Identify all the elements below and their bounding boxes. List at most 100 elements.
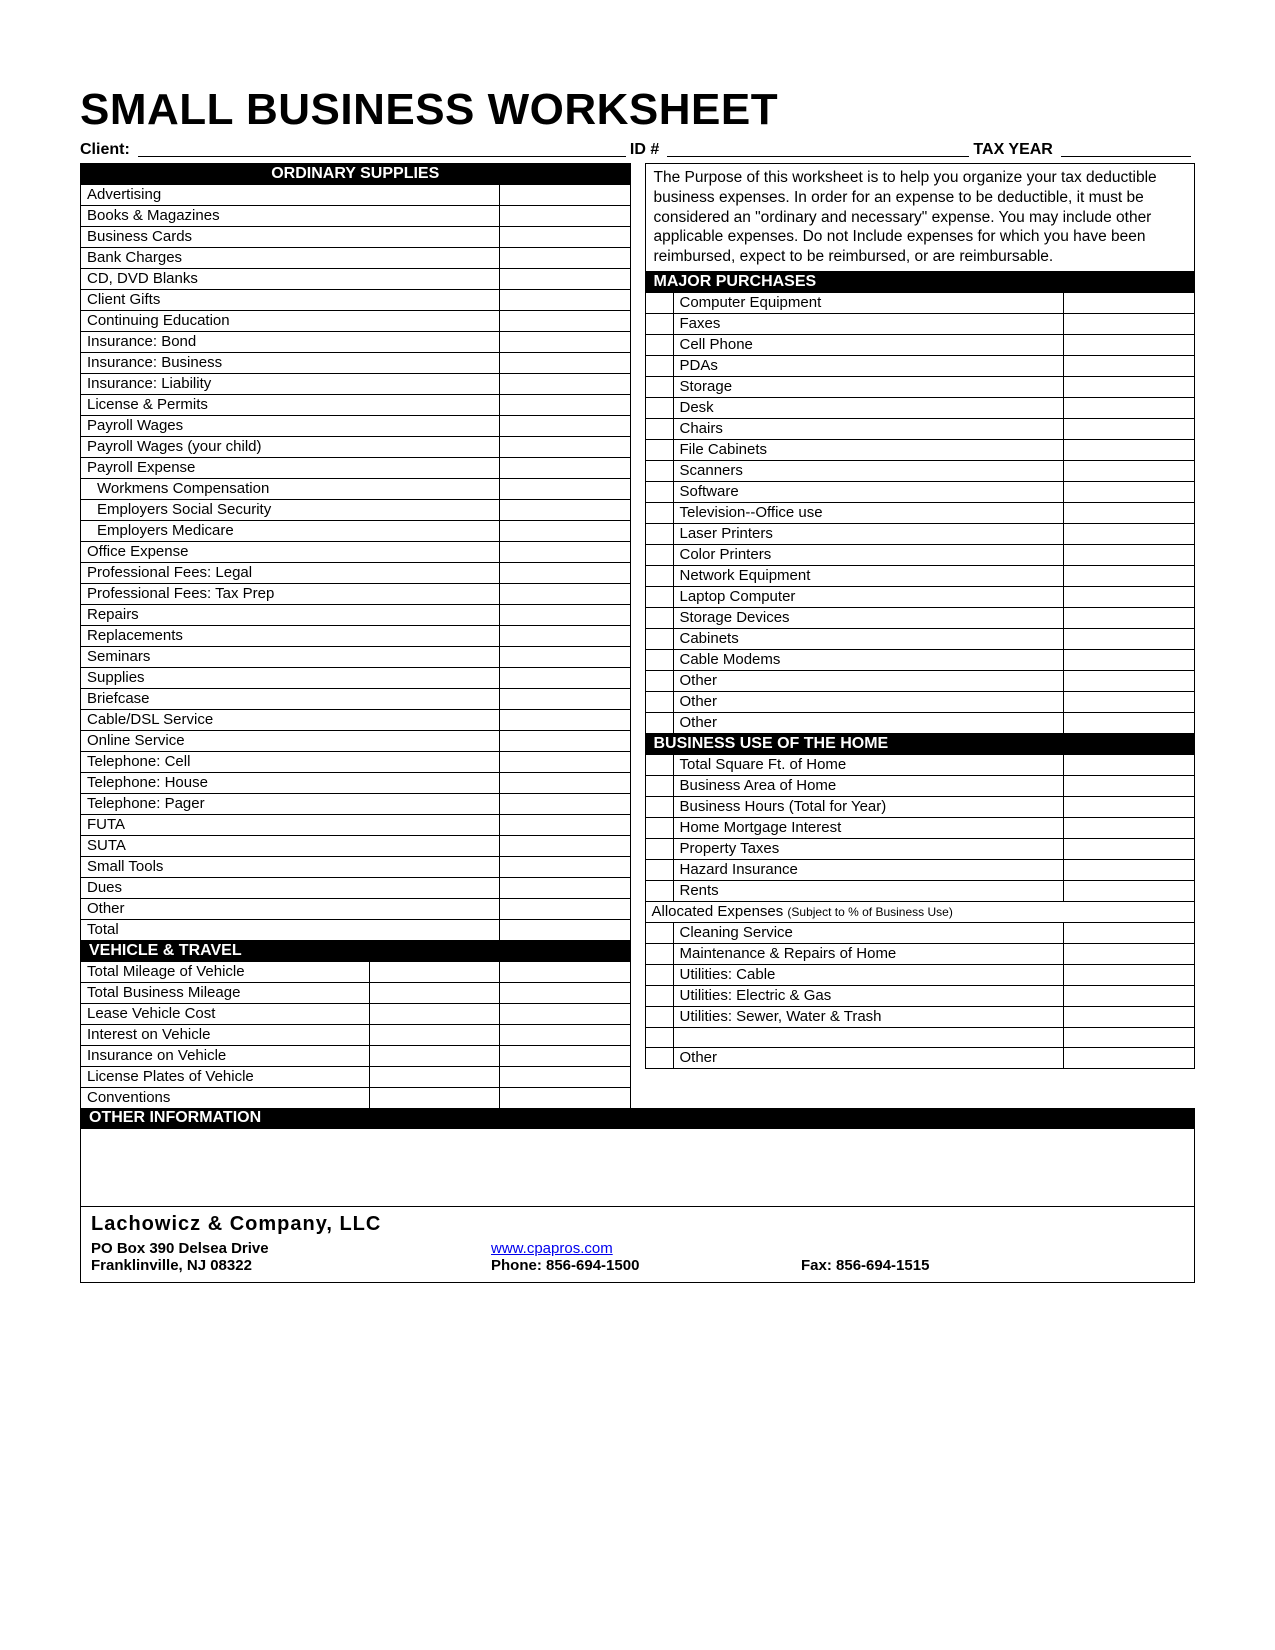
row-value-cell[interactable] bbox=[1064, 356, 1194, 376]
row-value-cell[interactable] bbox=[1064, 818, 1194, 838]
row-gutter bbox=[646, 965, 674, 985]
row-value-cell[interactable] bbox=[1064, 776, 1194, 796]
row-value-cell[interactable] bbox=[500, 668, 630, 688]
row-value-cell[interactable] bbox=[500, 920, 630, 940]
row-value-cell[interactable] bbox=[500, 962, 630, 982]
row-value-cell[interactable] bbox=[1064, 860, 1194, 880]
row-value-cell[interactable] bbox=[500, 815, 630, 835]
row-value-cell[interactable] bbox=[1064, 293, 1194, 313]
row-value-cell[interactable] bbox=[500, 878, 630, 898]
row-label bbox=[674, 1028, 1065, 1047]
row-value-cell[interactable] bbox=[500, 899, 630, 919]
row-value-cell[interactable] bbox=[500, 437, 630, 457]
business-home-header: BUSINESS USE OF THE HOME bbox=[646, 733, 1195, 754]
row-value-cell[interactable] bbox=[500, 605, 630, 625]
row-value-cell[interactable] bbox=[500, 1025, 630, 1045]
row-value-cell[interactable] bbox=[500, 206, 630, 226]
row-value-cell[interactable] bbox=[1064, 944, 1194, 964]
row-value-cell[interactable] bbox=[500, 689, 630, 709]
table-row: Utilities: Sewer, Water & Trash bbox=[646, 1006, 1195, 1027]
row-value-cell[interactable] bbox=[1064, 461, 1194, 481]
row-value-cell[interactable] bbox=[500, 227, 630, 247]
tax-year-input-line[interactable] bbox=[1061, 141, 1191, 157]
row-value-cell[interactable] bbox=[500, 836, 630, 856]
row-value-cell[interactable] bbox=[1064, 1028, 1194, 1047]
row-value-cell[interactable] bbox=[1064, 377, 1194, 397]
row-mid-cell[interactable] bbox=[370, 1025, 500, 1045]
row-value-cell[interactable] bbox=[1064, 335, 1194, 355]
row-value-cell[interactable] bbox=[500, 752, 630, 772]
row-value-cell[interactable] bbox=[500, 1046, 630, 1066]
row-value-cell[interactable] bbox=[1064, 566, 1194, 586]
row-value-cell[interactable] bbox=[500, 521, 630, 541]
row-mid-cell[interactable] bbox=[370, 1046, 500, 1066]
row-value-cell[interactable] bbox=[1064, 482, 1194, 502]
row-mid-cell[interactable] bbox=[370, 962, 500, 982]
row-value-cell[interactable] bbox=[500, 1088, 630, 1108]
row-mid-cell[interactable] bbox=[370, 1067, 500, 1087]
row-mid-cell[interactable] bbox=[370, 1004, 500, 1024]
row-value-cell[interactable] bbox=[1064, 923, 1194, 943]
row-gutter bbox=[646, 839, 674, 859]
other-information-blank[interactable] bbox=[81, 1128, 1194, 1206]
row-value-cell[interactable] bbox=[1064, 650, 1194, 670]
row-value-cell[interactable] bbox=[1064, 608, 1194, 628]
row-value-cell[interactable] bbox=[1064, 881, 1194, 901]
row-value-cell[interactable] bbox=[500, 185, 630, 205]
row-value-cell[interactable] bbox=[500, 374, 630, 394]
row-value-cell[interactable] bbox=[500, 248, 630, 268]
row-value-cell[interactable] bbox=[500, 1004, 630, 1024]
row-value-cell[interactable] bbox=[1064, 1007, 1194, 1027]
row-value-cell[interactable] bbox=[500, 857, 630, 877]
row-value-cell[interactable] bbox=[1064, 839, 1194, 859]
row-value-cell[interactable] bbox=[1064, 419, 1194, 439]
row-value-cell[interactable] bbox=[500, 353, 630, 373]
row-mid-cell[interactable] bbox=[370, 983, 500, 1003]
row-value-cell[interactable] bbox=[500, 269, 630, 289]
row-gutter bbox=[646, 650, 674, 670]
row-value-cell[interactable] bbox=[500, 479, 630, 499]
row-value-cell[interactable] bbox=[1064, 314, 1194, 334]
row-value-cell[interactable] bbox=[1064, 755, 1194, 775]
row-value-cell[interactable] bbox=[500, 647, 630, 667]
row-value-cell[interactable] bbox=[1064, 965, 1194, 985]
row-value-cell[interactable] bbox=[500, 416, 630, 436]
row-label: Payroll Wages bbox=[81, 416, 500, 436]
row-label: Cable/DSL Service bbox=[81, 710, 500, 730]
row-value-cell[interactable] bbox=[500, 731, 630, 751]
row-value-cell[interactable] bbox=[500, 584, 630, 604]
row-value-cell[interactable] bbox=[1064, 629, 1194, 649]
footer-website-link[interactable]: www.cpapros.com bbox=[491, 1240, 613, 1257]
row-value-cell[interactable] bbox=[500, 311, 630, 331]
row-value-cell[interactable] bbox=[500, 794, 630, 814]
row-value-cell[interactable] bbox=[1064, 503, 1194, 523]
row-value-cell[interactable] bbox=[1064, 986, 1194, 1006]
row-value-cell[interactable] bbox=[1064, 713, 1194, 733]
row-value-cell[interactable] bbox=[1064, 797, 1194, 817]
row-value-cell[interactable] bbox=[500, 710, 630, 730]
table-row: Continuing Education bbox=[81, 310, 630, 331]
row-value-cell[interactable] bbox=[1064, 398, 1194, 418]
row-value-cell[interactable] bbox=[500, 458, 630, 478]
row-value-cell[interactable] bbox=[500, 395, 630, 415]
row-value-cell[interactable] bbox=[500, 1067, 630, 1087]
row-value-cell[interactable] bbox=[500, 290, 630, 310]
row-value-cell[interactable] bbox=[1064, 671, 1194, 691]
row-value-cell[interactable] bbox=[1064, 524, 1194, 544]
table-row: Color Printers bbox=[646, 544, 1195, 565]
client-input-line[interactable] bbox=[138, 141, 626, 157]
row-value-cell[interactable] bbox=[1064, 1048, 1194, 1068]
row-value-cell[interactable] bbox=[1064, 692, 1194, 712]
row-value-cell[interactable] bbox=[500, 773, 630, 793]
row-value-cell[interactable] bbox=[1064, 545, 1194, 565]
row-mid-cell[interactable] bbox=[370, 1088, 500, 1108]
row-value-cell[interactable] bbox=[500, 500, 630, 520]
row-value-cell[interactable] bbox=[500, 563, 630, 583]
row-value-cell[interactable] bbox=[500, 332, 630, 352]
row-value-cell[interactable] bbox=[500, 626, 630, 646]
id-input-line[interactable] bbox=[667, 141, 969, 157]
row-value-cell[interactable] bbox=[1064, 587, 1194, 607]
row-value-cell[interactable] bbox=[1064, 440, 1194, 460]
row-value-cell[interactable] bbox=[500, 542, 630, 562]
row-value-cell[interactable] bbox=[500, 983, 630, 1003]
